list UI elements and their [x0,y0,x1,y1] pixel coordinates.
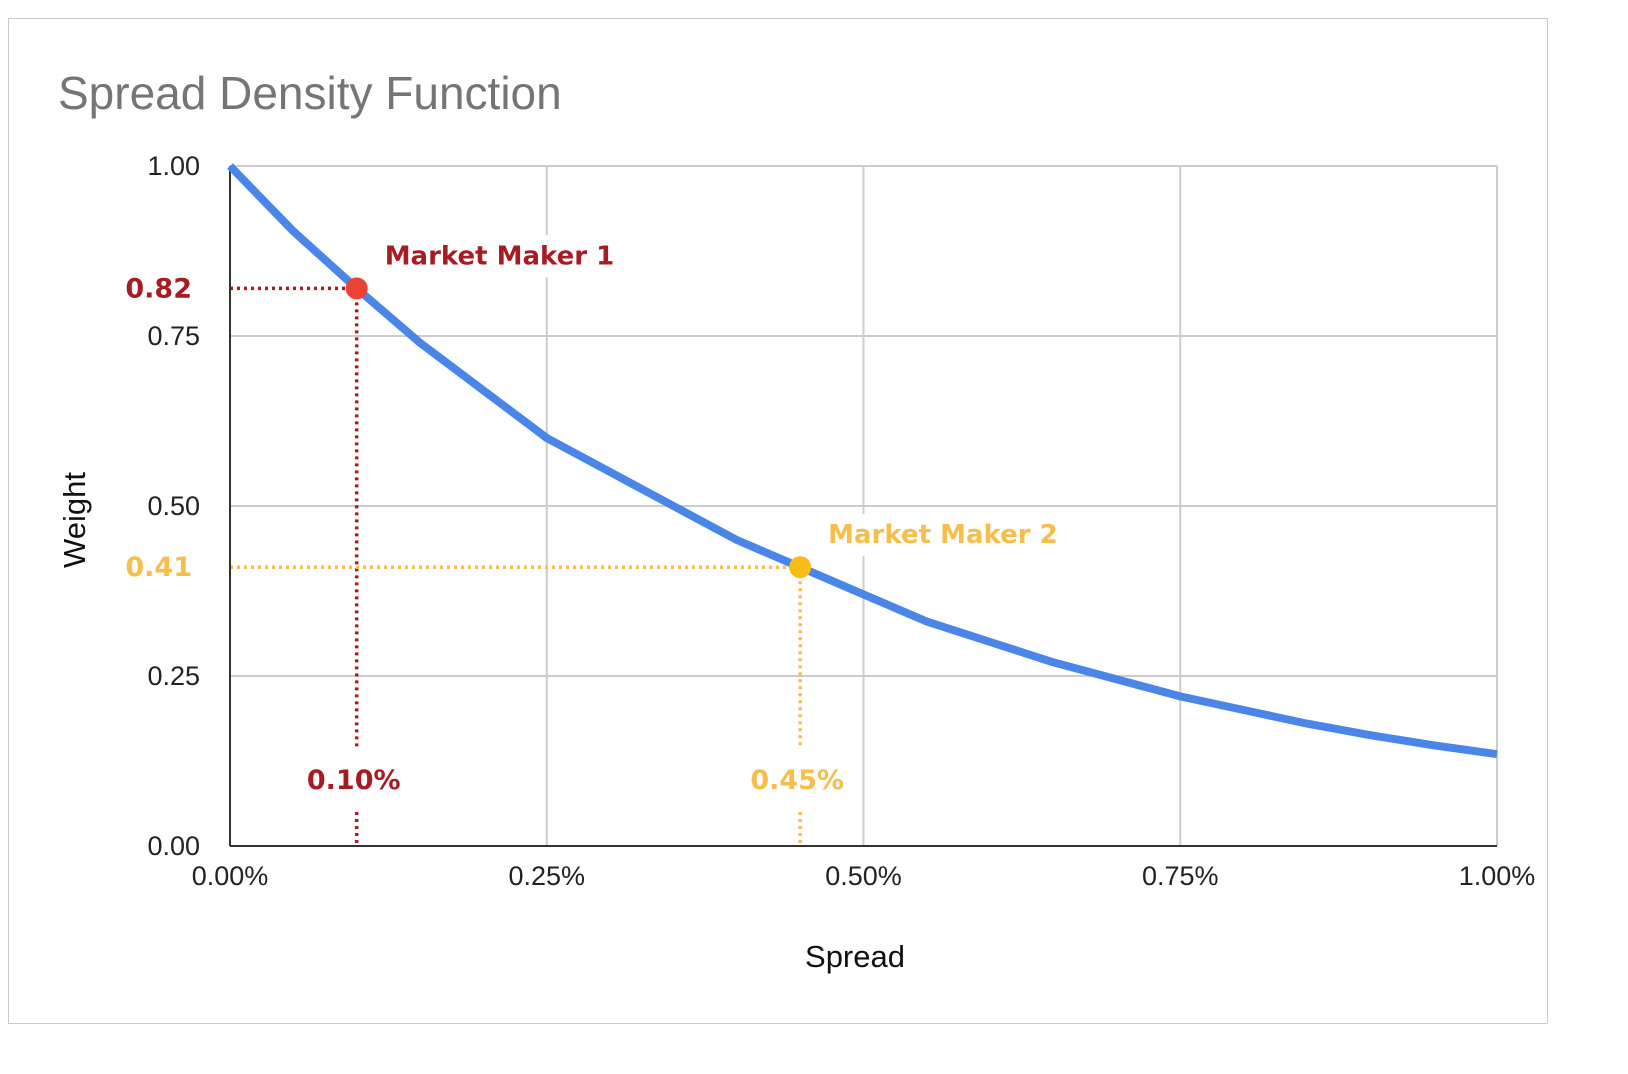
annotation-guides [230,286,802,846]
annotation-x-value: 0.45% [750,765,844,796]
x-tick-label: 0.50% [825,861,902,891]
grid-lines [230,165,1498,846]
chart-frame [8,18,1548,1024]
y-tick-label: 0.25 [147,661,200,691]
tick-labels: 0.00 0.25 0.50 0.75 1.00 0.00% 0.25% 0.50% 0.75%… [147,151,1535,891]
annotation-y-value: 0.82 [125,273,192,304]
y-axis-title: Weight [57,472,92,568]
annotation-label: Market Maker 2 [828,520,1058,550]
x-tick-label: 0.00% [192,861,269,891]
y-tick-label: 1.00 [147,151,200,181]
y-tick-label: 0.00 [147,831,200,861]
annotation-point [345,277,368,300]
y-tick-label: 0.50 [147,491,200,521]
annotation-y-value: 0.41 [125,552,192,583]
annotation-label-bg [818,514,1068,557]
x-axis-title: Spread [805,939,905,974]
annotation-label: Market Maker 1 [385,241,615,271]
y-tick-label: 0.75 [147,321,200,351]
annotation-label-bg [374,235,625,278]
x-tick-label: 1.00% [1459,861,1536,891]
chart-title: Spread Density Function [58,67,562,119]
x-tick-label: 0.25% [508,861,585,891]
x-tick-label: 0.75% [1142,861,1219,891]
annotation-point [789,556,812,579]
series-layer [227,163,1498,759]
annotations: Market Maker 1 0.82 0.10% Market Maker 2 0.4… [125,235,1068,796]
annotation-x-value: 0.10% [307,765,401,796]
axes [229,166,1497,847]
series-line-0 [227,163,1498,759]
